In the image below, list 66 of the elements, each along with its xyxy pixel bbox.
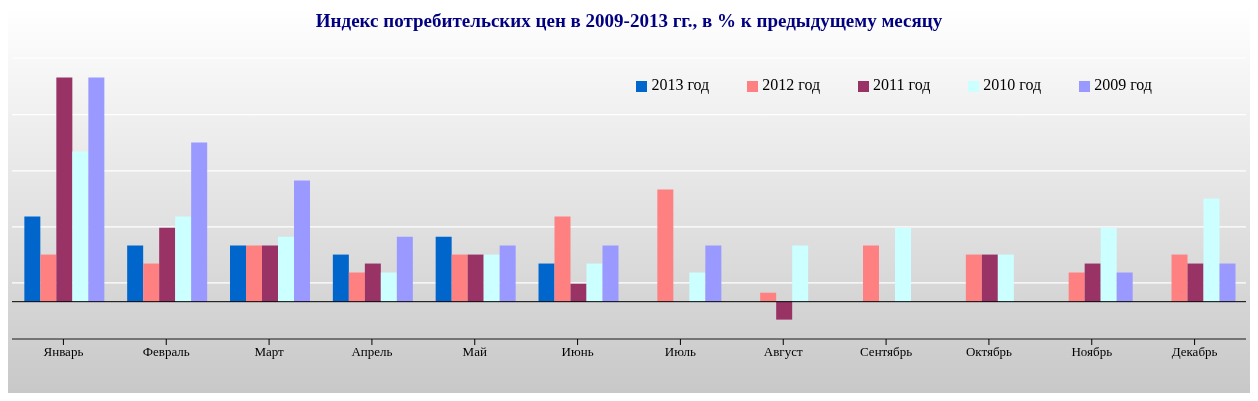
legend-label: 2009 год	[1094, 76, 1152, 93]
bar	[1084, 263, 1101, 302]
bar	[451, 254, 468, 302]
x-tick-label: Октябрь	[965, 344, 1013, 360]
bar	[689, 272, 706, 302]
bar	[24, 216, 41, 302]
x-tick-label: Май	[462, 344, 487, 360]
bar	[863, 245, 880, 302]
bar	[278, 236, 295, 302]
x-tick-label: Январь	[43, 344, 84, 360]
x-tick-label: Март	[254, 344, 285, 360]
bar	[230, 245, 247, 302]
bar	[88, 77, 105, 302]
bar	[997, 254, 1014, 302]
bar	[1203, 198, 1220, 302]
bar	[262, 245, 279, 302]
bar	[586, 263, 603, 302]
x-tick-label: Апрель	[351, 344, 393, 360]
bar	[657, 189, 674, 302]
bar	[332, 254, 349, 302]
bar	[602, 245, 619, 302]
legend-label: 2013 год	[651, 76, 710, 93]
x-tick-label: Июнь	[561, 344, 594, 360]
bar	[396, 236, 413, 302]
bar	[72, 151, 89, 302]
bar	[1187, 263, 1204, 302]
bar	[364, 263, 381, 302]
bar	[499, 245, 516, 302]
bar	[570, 283, 587, 302]
bar	[380, 272, 397, 302]
bar	[483, 254, 500, 302]
bar	[348, 272, 365, 302]
bar	[981, 254, 998, 302]
x-tick-label: Февраль	[142, 344, 190, 360]
chart-title: Индекс потребительских цен в 2009-2013 гг., в % к предыдущему месяцу	[314, 9, 944, 33]
x-tick-label: Август	[763, 344, 803, 360]
bar	[175, 216, 192, 302]
bar	[435, 236, 452, 302]
legend-label: 2012 год	[762, 76, 821, 93]
bar	[191, 142, 208, 302]
bar	[705, 245, 722, 302]
bar	[127, 245, 144, 302]
bar	[1116, 272, 1133, 302]
bar	[1171, 254, 1188, 302]
bar	[1219, 263, 1236, 302]
bar	[56, 77, 73, 302]
bar	[467, 254, 484, 302]
bar	[554, 216, 571, 302]
bar	[40, 254, 57, 302]
bar	[792, 245, 809, 302]
x-tick-label: Сентябрь	[860, 344, 913, 360]
legend-label: 2011 год	[873, 76, 931, 93]
bar	[538, 263, 555, 302]
bar	[294, 180, 311, 302]
x-tick-label: Ноябрь	[1071, 344, 1113, 360]
bar	[246, 245, 263, 302]
bar	[965, 254, 982, 302]
legend-label: 2010 год	[983, 76, 1042, 93]
bar	[159, 227, 176, 302]
bar	[1068, 272, 1085, 302]
bar	[895, 227, 912, 302]
x-tick-label: Июль	[664, 344, 697, 360]
bar	[143, 263, 160, 302]
bar	[1100, 227, 1117, 302]
bar	[776, 301, 793, 320]
x-tick-label: Декабрь	[1171, 344, 1218, 360]
